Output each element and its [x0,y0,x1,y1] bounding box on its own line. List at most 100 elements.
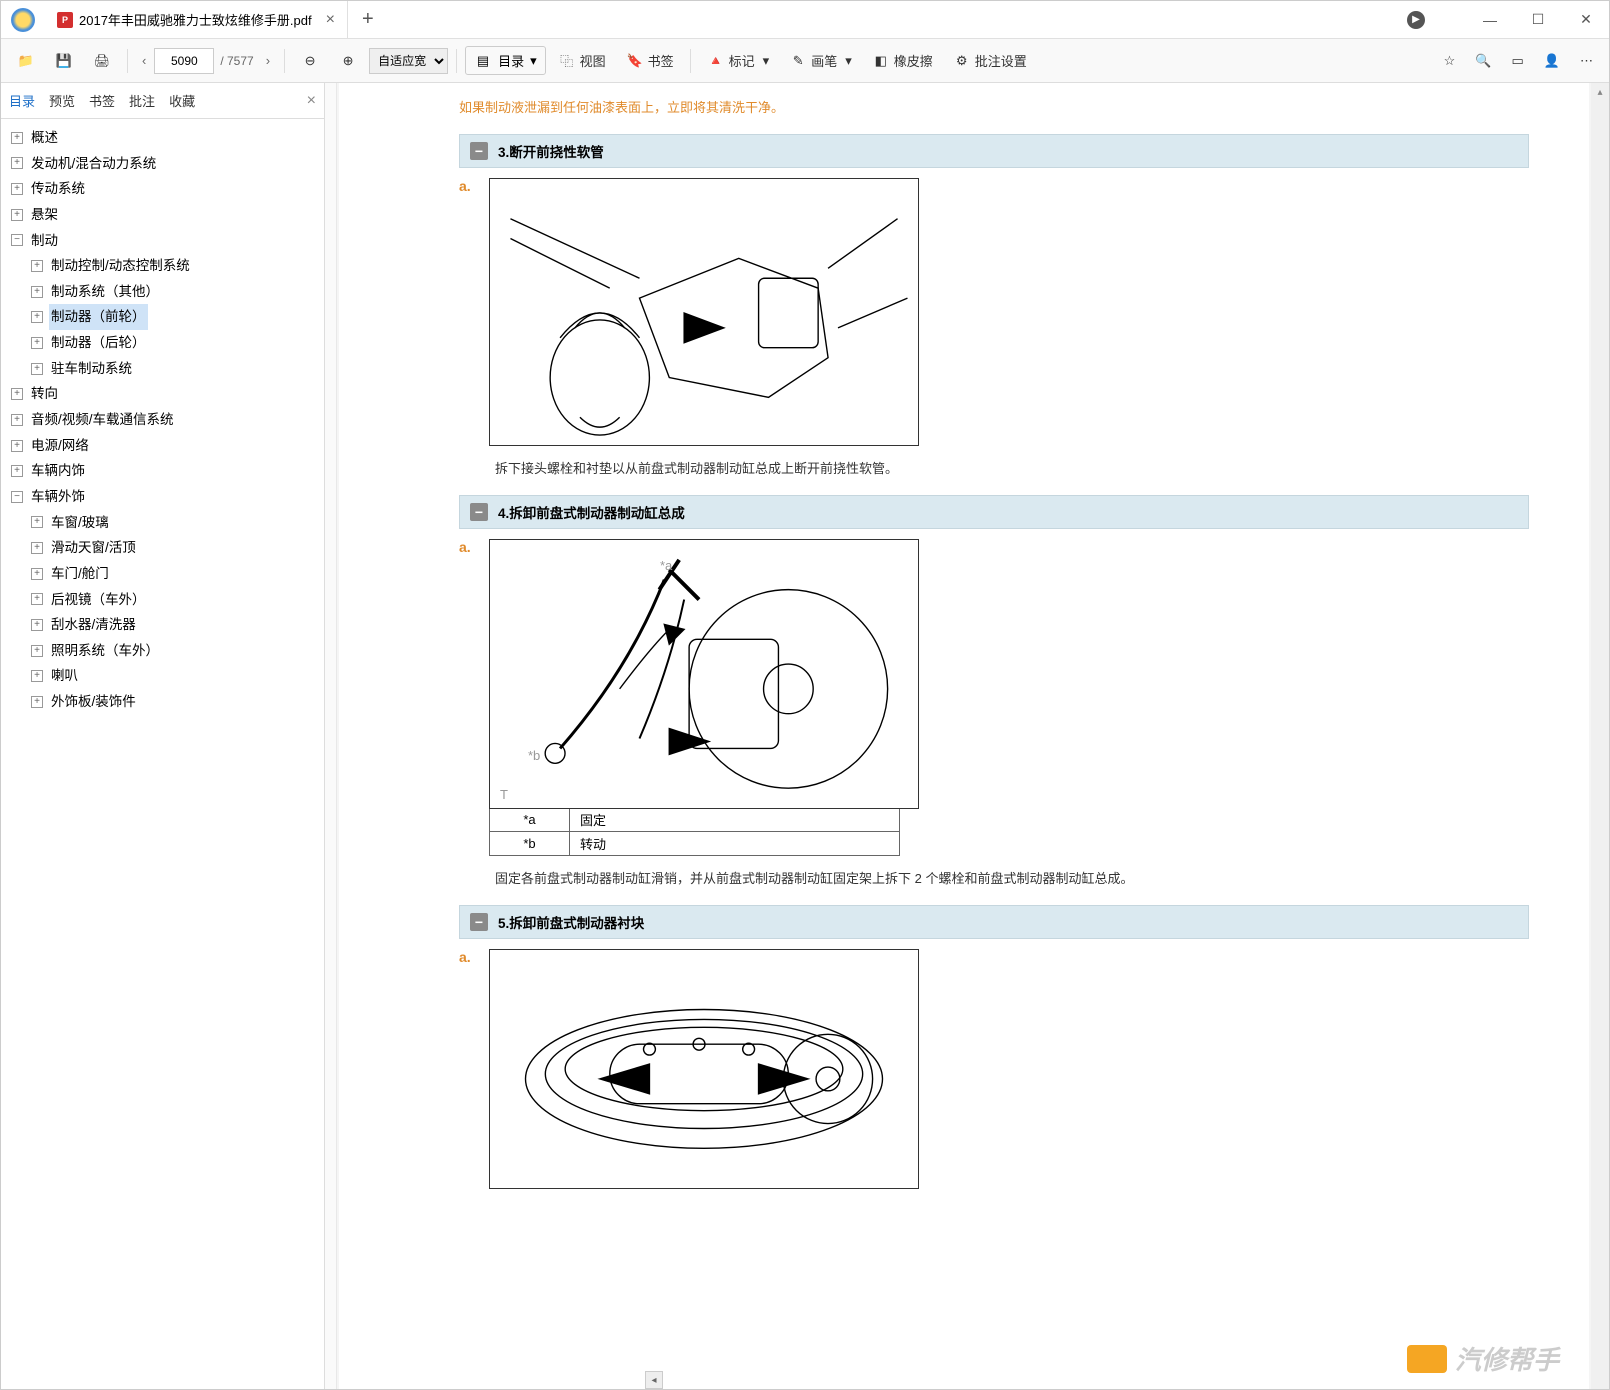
table-row: *a固定 [490,808,900,832]
maximize-button[interactable]: ☐ [1515,1,1561,39]
sidetab-annotation[interactable]: 批注 [129,91,155,110]
page-total-label: / 7577 [220,54,253,68]
tree-toggle-icon[interactable]: + [11,414,23,426]
section-5-title: 5.拆卸前盘式制动器衬块 [498,912,644,932]
tree-toggle-icon[interactable]: + [31,645,43,657]
tree-toggle-icon[interactable]: + [11,465,23,477]
vertical-scrollbar[interactable]: ▴ [1591,83,1609,1389]
tree-toggle-icon[interactable]: + [11,209,23,221]
prev-page-button[interactable]: ‹ [136,49,152,72]
collapse-icon[interactable]: − [470,913,488,931]
tree-toggle-icon[interactable]: + [31,670,43,682]
sidebar-close-icon[interactable]: × [307,92,316,110]
tree-node[interactable]: +制动器（前轮） [5,304,320,330]
sidetab-catalog[interactable]: 目录 [9,91,35,110]
tree-toggle-icon[interactable]: + [11,388,23,400]
tree-node[interactable]: + 悬架 [5,202,320,228]
tree-toggle-icon[interactable]: + [31,363,43,375]
watermark: 汽修帮手 [1407,1340,1559,1377]
sidetab-favorite[interactable]: 收藏 [169,91,195,110]
tree-node[interactable]: +发动机/混合动力系统 [5,151,320,177]
tree-toggle-icon[interactable]: + [11,132,23,144]
tree-toggle-icon[interactable]: + [31,260,43,272]
tree-label: 悬架 [29,202,60,228]
open-file-button[interactable]: 📁 [9,46,43,76]
zoom-mode-select[interactable]: 自适应宽 [369,48,448,74]
page-navigation: ‹ / 7577 › [136,48,276,74]
tree-node[interactable]: −车辆外饰 [5,484,320,510]
tree-toggle-icon[interactable]: + [31,568,43,580]
print-button[interactable]: 🖨 [85,46,119,76]
tab-close-icon[interactable]: × [326,11,335,29]
tree-node[interactable]: +制动器（后轮） [5,330,320,356]
document-tab[interactable]: P 2017年丰田威驰雅力士致炫维修手册.pdf × [45,1,348,38]
tree-label: 照明系统（车外） [49,638,161,664]
tree-node[interactable]: +电源/网络 [5,433,320,459]
tree-toggle-icon[interactable]: + [11,183,23,195]
tree-label: 制动控制/动态控制系统 [49,253,192,279]
tree-label: 驻车制动系统 [49,356,134,382]
zoom-out-button[interactable]: ⊖ [293,46,327,76]
tree-toggle-icon[interactable]: + [31,337,43,349]
eraser-button[interactable]: ◧橡皮擦 [864,45,941,76]
tree-node[interactable]: + 驻车制动系统 [5,356,320,382]
more-button[interactable]: ⋯ [1572,47,1601,75]
tree-node[interactable]: +车门/舱门 [5,561,320,587]
tree-node[interactable]: +喇叭 [5,663,320,689]
pen-button[interactable]: ✎画笔▾ [781,45,860,76]
star-button[interactable]: ☆ [1436,47,1464,75]
batch-settings-button[interactable]: ⚙批注设置 [945,45,1035,76]
tree-node[interactable]: + 照明系统（车外） [5,638,320,664]
tree-toggle-icon[interactable]: + [31,286,43,298]
tree-toggle-icon[interactable]: − [11,234,23,246]
tree-node[interactable]: +车辆内饰 [5,458,320,484]
tree-node[interactable]: +后视镜（车外） [5,587,320,613]
tree-node[interactable]: + 制动控制/动态控制系统 [5,253,320,279]
sidetab-bookmark[interactable]: 书签 [89,91,115,110]
tree-toggle-icon[interactable]: + [31,542,43,554]
bookmark-button[interactable]: 🔖书签 [618,45,682,76]
collapse-icon[interactable]: − [470,503,488,521]
page-number-input[interactable] [154,48,214,74]
tree-node[interactable]: +转向 [5,381,320,407]
tree-toggle-icon[interactable]: + [31,619,43,631]
view-button[interactable]: ⿻视图 [550,45,614,76]
next-page-button[interactable]: › [260,49,276,72]
sidebar-tabs: 目录 预览 书签 批注 收藏 × [1,83,324,119]
tree-node[interactable]: +制动系统（其他） [5,279,320,305]
tree-node[interactable]: +滑动天窗/活顶 [5,535,320,561]
tree-node[interactable]: + 传动系统 [5,176,320,202]
mark-button[interactable]: 🔺标记▾ [699,45,778,76]
sidebar-resize-handle[interactable]: ◂ [645,1371,663,1389]
tree-node[interactable]: −制动 [5,228,320,254]
tree-toggle-icon[interactable]: + [11,157,23,169]
tree-node[interactable]: +音频/视频/车载通信系统 [5,407,320,433]
scroll-up-icon[interactable]: ▴ [1591,83,1609,101]
tree-node[interactable]: +外饰板/装饰件 [5,689,320,715]
tree-label: 传动系统 [29,176,87,202]
tree-node[interactable]: +概述 [5,125,320,151]
catalog-dropdown[interactable]: ▤目录▾ [465,46,546,75]
sync-icon[interactable]: ▶ [1407,11,1425,29]
tree-toggle-icon[interactable]: + [31,311,43,323]
section-3-desc: 拆下接头螺栓和衬垫以从前盘式制动器制动缸总成上断开前挠性软管。 [495,458,1529,477]
collapse-icon[interactable]: − [470,142,488,160]
tree-toggle-icon[interactable]: + [31,516,43,528]
save-button[interactable]: 💾 [47,46,81,76]
search-button[interactable]: 🔍 [1467,47,1499,75]
close-button[interactable]: ✕ [1563,1,1609,39]
tree-toggle-icon[interactable]: + [31,593,43,605]
panel-button[interactable]: ▭ [1504,47,1532,75]
tree-toggle-icon[interactable]: + [31,696,43,708]
user-button[interactable]: 👤 [1536,47,1568,75]
toolbar: 📁 💾 🖨 ‹ / 7577 › ⊖ ⊕ 自适应宽 ▤目录▾ ⿻视图 🔖书签 🔺… [1,39,1609,83]
minimize-button[interactable]: — [1467,1,1513,39]
zoom-in-button[interactable]: ⊕ [331,46,365,76]
tree-node[interactable]: +车窗/玻璃 [5,510,320,536]
tree-node[interactable]: +刮水器/清洗器 [5,612,320,638]
tree-toggle-icon[interactable]: − [11,491,23,503]
new-tab-button[interactable]: + [348,8,388,31]
sidetab-preview[interactable]: 预览 [49,91,75,110]
tree-toggle-icon[interactable]: + [11,440,23,452]
app-logo-icon[interactable] [11,8,35,32]
